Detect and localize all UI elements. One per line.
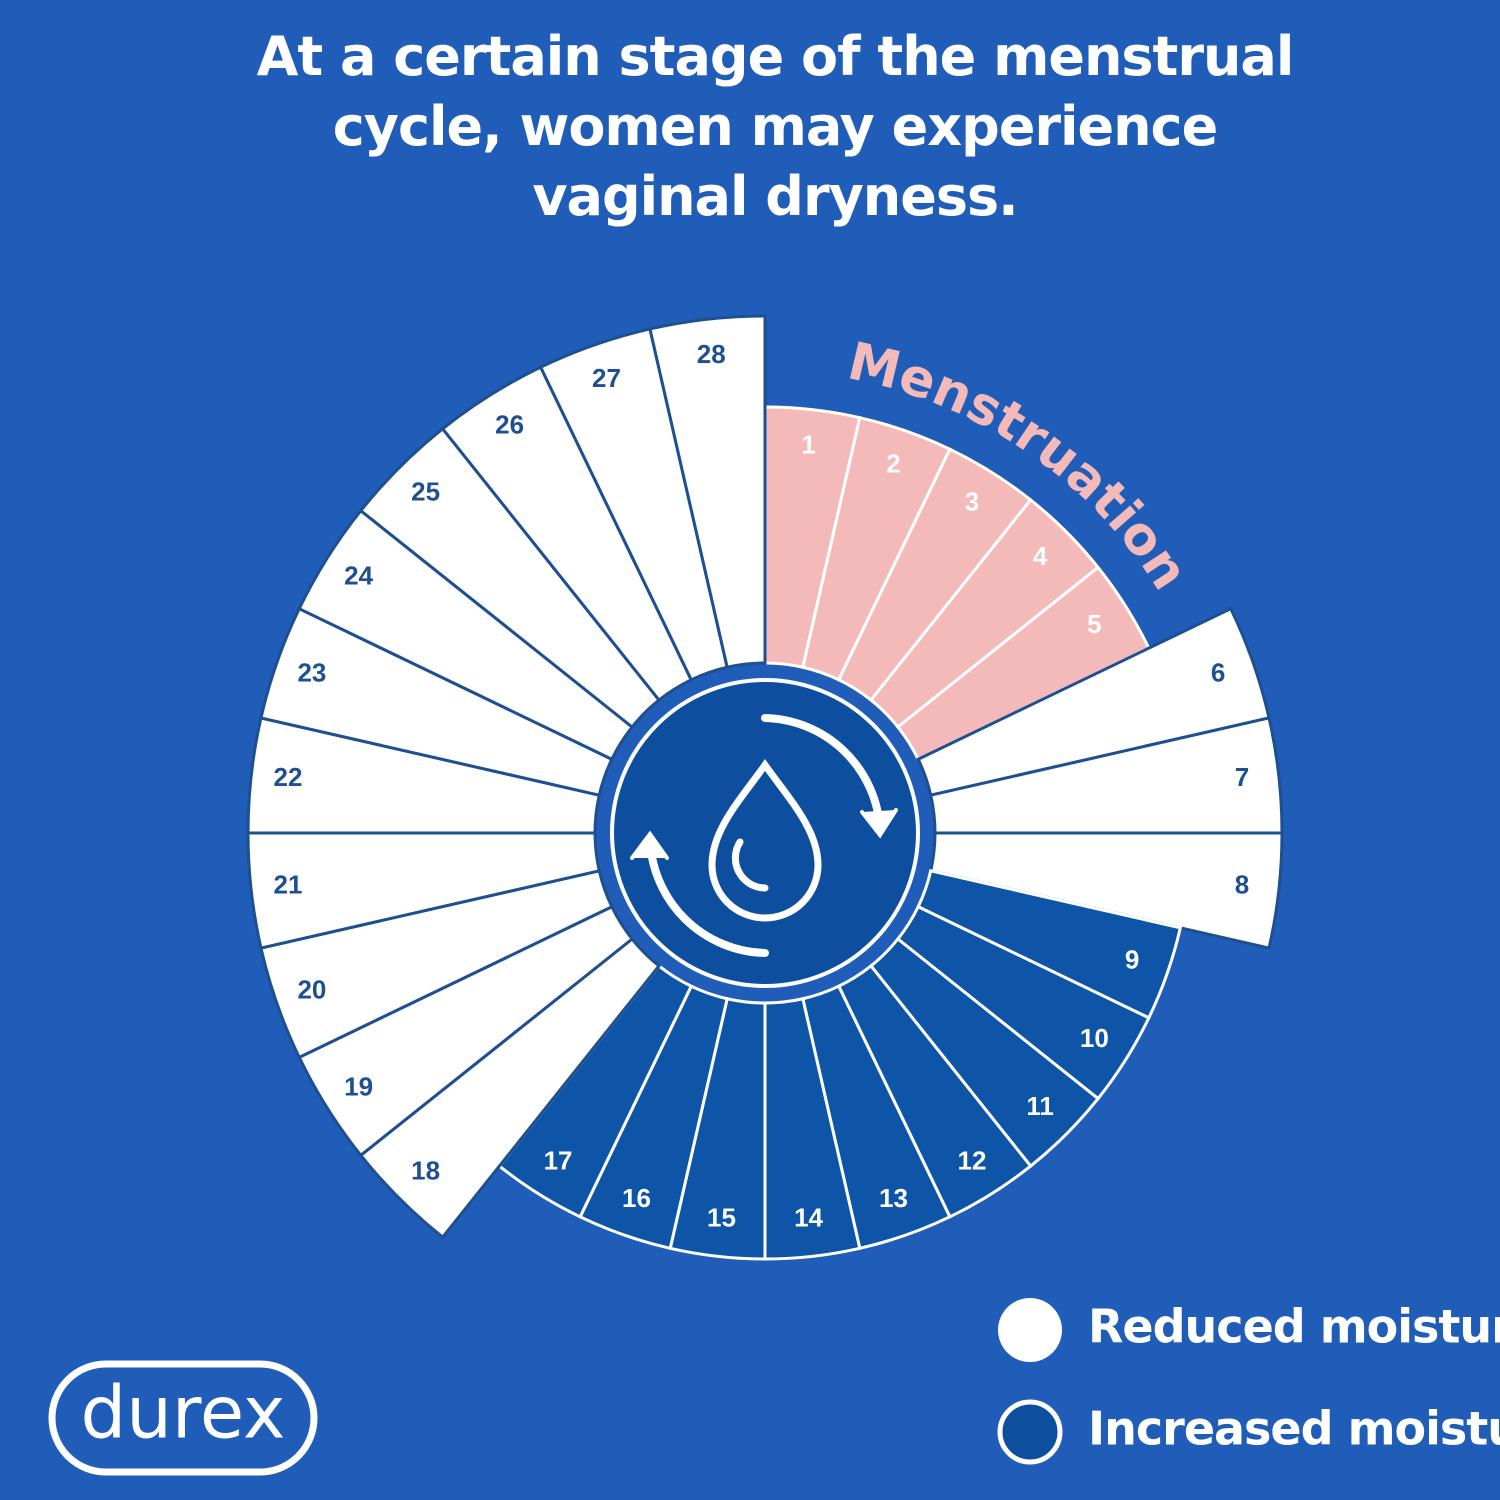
- day-label: 16: [622, 1183, 651, 1213]
- logo: durex: [81, 1371, 286, 1455]
- day-label: 28: [697, 339, 726, 369]
- day-label: 8: [1235, 870, 1249, 900]
- day-label: 12: [957, 1145, 986, 1175]
- day-label: 27: [592, 363, 621, 393]
- day-segment: [246, 831, 602, 950]
- legend-swatch-reduced: [998, 1298, 1062, 1362]
- day-label: 3: [965, 486, 979, 516]
- day-segment: [297, 508, 635, 762]
- day-label: 7: [1235, 762, 1249, 792]
- day-segment: [538, 327, 729, 682]
- day-segment: [916, 606, 1271, 797]
- legend-label: Reduced moisture: [1088, 1300, 1500, 1354]
- day-label: 23: [297, 657, 326, 687]
- day-segment: [358, 426, 662, 730]
- day-segment: [928, 716, 1284, 835]
- day-segment: [259, 606, 614, 797]
- day-label: 14: [794, 1202, 823, 1232]
- day-label: 4: [1033, 541, 1048, 571]
- day-segment: [928, 831, 1284, 950]
- day-label: 15: [707, 1202, 736, 1232]
- day-label: 5: [1087, 609, 1101, 639]
- day-segment: [648, 314, 767, 670]
- day-segment: [297, 904, 635, 1158]
- day-label: 9: [1125, 944, 1139, 974]
- logo-frame: [48, 1360, 318, 1476]
- day-label: 10: [1080, 1023, 1109, 1053]
- day-label: 24: [344, 560, 373, 590]
- legend-swatch-increased: [997, 1399, 1063, 1465]
- sectors: 1234567891011121314151617181920212223242…: [246, 314, 1284, 1261]
- day-label: 13: [879, 1183, 908, 1213]
- day-segment: [259, 869, 614, 1060]
- day-label: 17: [544, 1145, 573, 1175]
- cycle-icon: [630, 714, 898, 957]
- day-label: 19: [344, 1071, 373, 1101]
- day-segment: [440, 365, 694, 703]
- center-circle: [610, 678, 920, 988]
- day-label: 1: [801, 429, 815, 459]
- day-label: 21: [274, 870, 303, 900]
- day-label: 22: [274, 762, 303, 792]
- day-label: 18: [411, 1155, 440, 1185]
- day-segment: [358, 936, 662, 1240]
- day-label: 6: [1211, 657, 1225, 687]
- legend-label: Increased moisture: [1088, 1402, 1500, 1456]
- day-label: 26: [495, 409, 524, 439]
- day-segment: [246, 716, 602, 835]
- day-label: 20: [297, 974, 326, 1004]
- day-label: 2: [886, 449, 900, 479]
- day-label: 25: [411, 476, 440, 506]
- title: At a certain stage of the menstrual cycl…: [256, 25, 1295, 228]
- day-label: 11: [1026, 1091, 1054, 1121]
